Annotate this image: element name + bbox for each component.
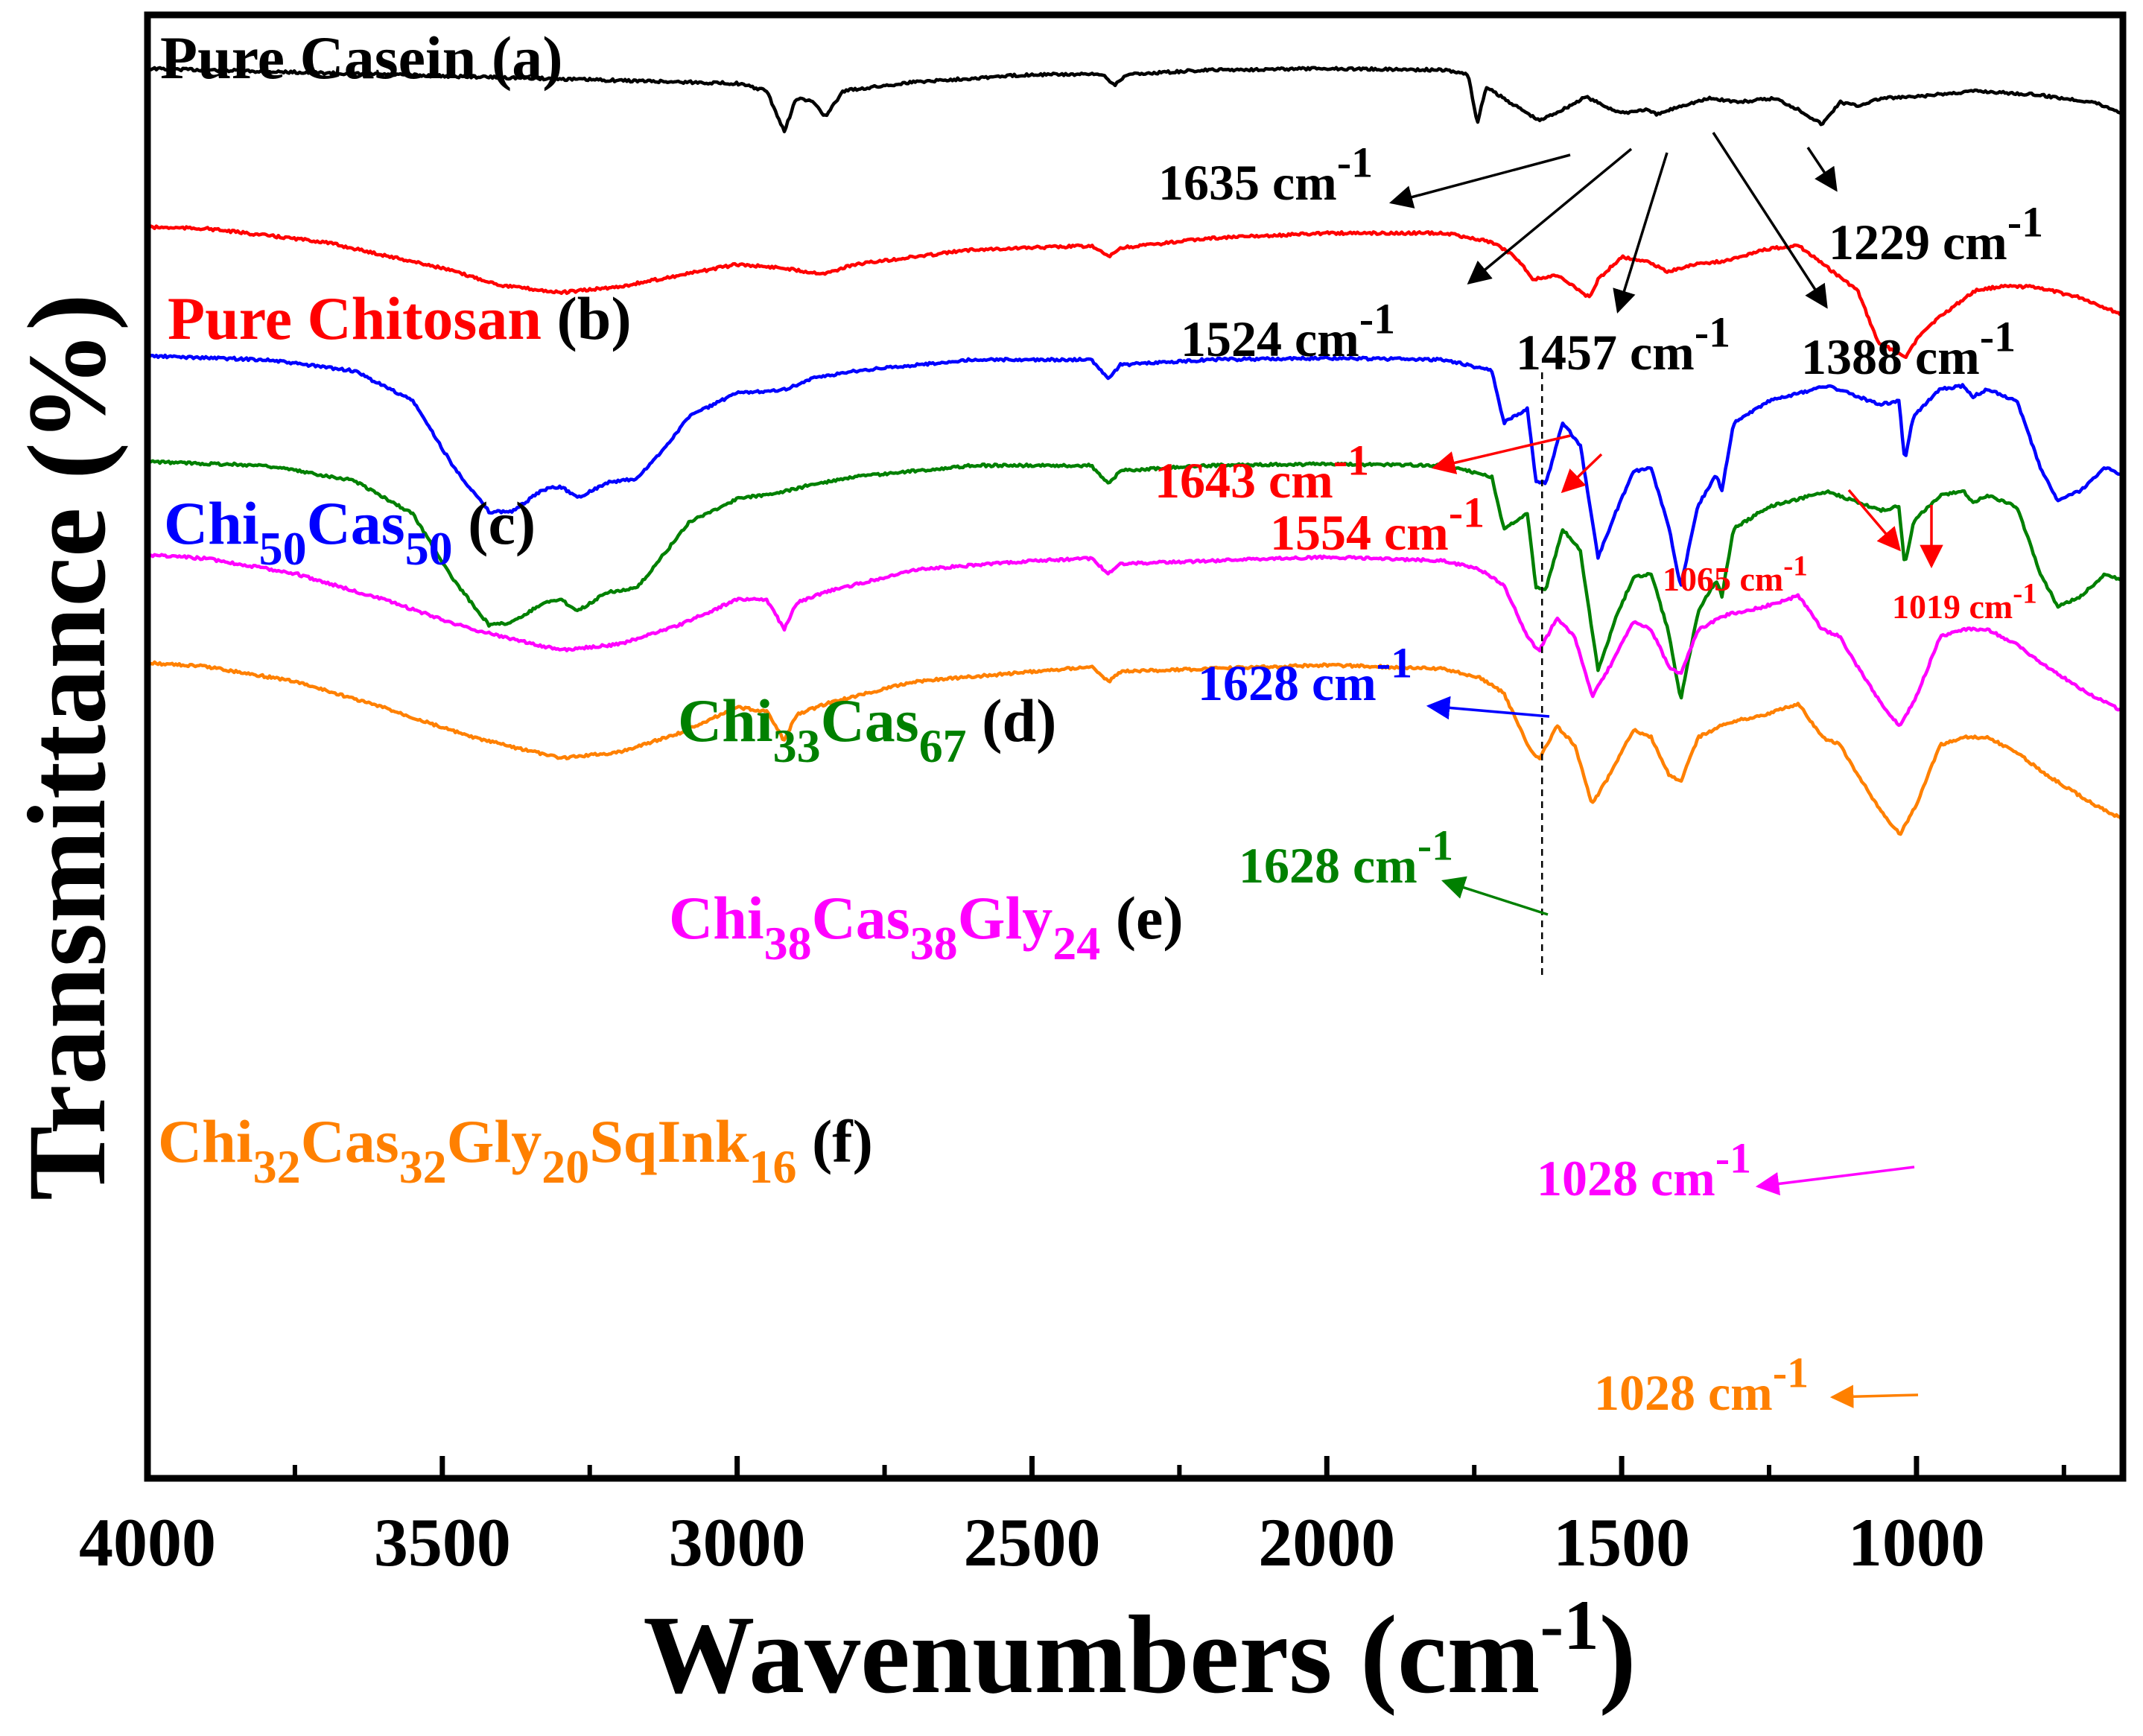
series-line-2 (147, 224, 2123, 360)
series-label-2: Pure Chitosan (b) (168, 284, 632, 352)
peak-annotation-3: 1524 cm-1 (1181, 294, 1395, 367)
peak-annotation-13: 1028 cm-1 (1594, 1348, 1809, 1421)
annotation-arrow-11 (1441, 876, 1549, 916)
series-line-6 (146, 660, 2124, 836)
peak-annotation-6: 1643 cm-1 (1155, 436, 1369, 509)
series-label-1: Pure Casein (a) (160, 24, 563, 92)
annotation-arrow-7 (1561, 453, 1603, 494)
series-label-5: Chi38Cas38Gly24 (e) (669, 884, 1184, 970)
annotation-arrow-10 (1426, 696, 1550, 720)
peak-annotation-2: 1229 cm-1 (1829, 197, 2043, 270)
x-tick-label-3000: 3000 (669, 1504, 806, 1580)
annotation-arrow-5 (1806, 147, 1838, 192)
x-tick-label-3500: 3500 (374, 1504, 511, 1580)
annotation-arrow-2 (1467, 147, 1633, 285)
peak-annotation-4: 1457 cm-1 (1516, 308, 1730, 381)
plot-frame (144, 11, 2127, 1482)
series-label-3: Chi50Cas50 (c) (164, 489, 536, 575)
series-label-4: Chi33Cas67 (d) (678, 687, 1056, 772)
peak-annotations: 1635 cm-1 1229 cm-1 1524 cm-1 1457 cm-1 1388… (1155, 138, 2043, 1421)
peak-annotation-12: 1028 cm-1 (1537, 1134, 1751, 1206)
x-tick-label-2000: 2000 (1258, 1504, 1395, 1580)
annotation-arrow-1 (1388, 153, 1571, 209)
series-line-4 (146, 459, 2122, 700)
x-axis-label: Wavenumbers (cm-1) (643, 1586, 1636, 1717)
peak-annotation-7: 1554 cm-1 (1270, 488, 1485, 561)
series-labels: Pure Casein (a) Pure Chitosan (b) Chi50Cas… (158, 24, 1184, 1193)
x-tick-label-1500: 1500 (1553, 1504, 1690, 1580)
annotation-arrow-4 (1712, 132, 1828, 309)
peak-annotation-1: 1635 cm-1 (1158, 138, 1373, 211)
annotation-arrow-3 (1613, 152, 1669, 314)
annotation-arrow-6 (1431, 434, 1571, 474)
annotation-arrow-12 (1755, 1166, 1915, 1196)
y-axis-label: Transmittance (%) (5, 293, 129, 1201)
annotation-arrows (1388, 132, 1943, 1409)
series-line-3 (147, 353, 2123, 587)
series-label-6: Chi32Cas32Gly20SqInk16 (f) (158, 1107, 873, 1193)
peak-annotation-9: 1019 cm-1 (1892, 577, 2037, 626)
x-tick-label-4000: 4000 (79, 1504, 216, 1580)
peak-annotation-11: 1628 cm-1 (1239, 821, 1453, 894)
peak-annotation-5: 1388 cm-1 (1801, 312, 2016, 385)
peak-annotation-8: 1065 cm-1 (1663, 550, 1808, 598)
series-layer (146, 66, 2124, 836)
annotation-arrow-13 (1829, 1384, 1919, 1409)
x-tick-label-1000: 1000 (1848, 1504, 1985, 1580)
annotation-arrow-8 (1847, 489, 1902, 552)
x-axis: 4000 3500 3000 2500 2000 1500 1000 (79, 1456, 2066, 1580)
x-tick-label-2500: 2500 (963, 1504, 1100, 1580)
peak-annotation-10: 1628 cm-1 (1198, 638, 1412, 711)
series-line-5 (146, 553, 2123, 728)
series-line-1 (147, 66, 2122, 133)
